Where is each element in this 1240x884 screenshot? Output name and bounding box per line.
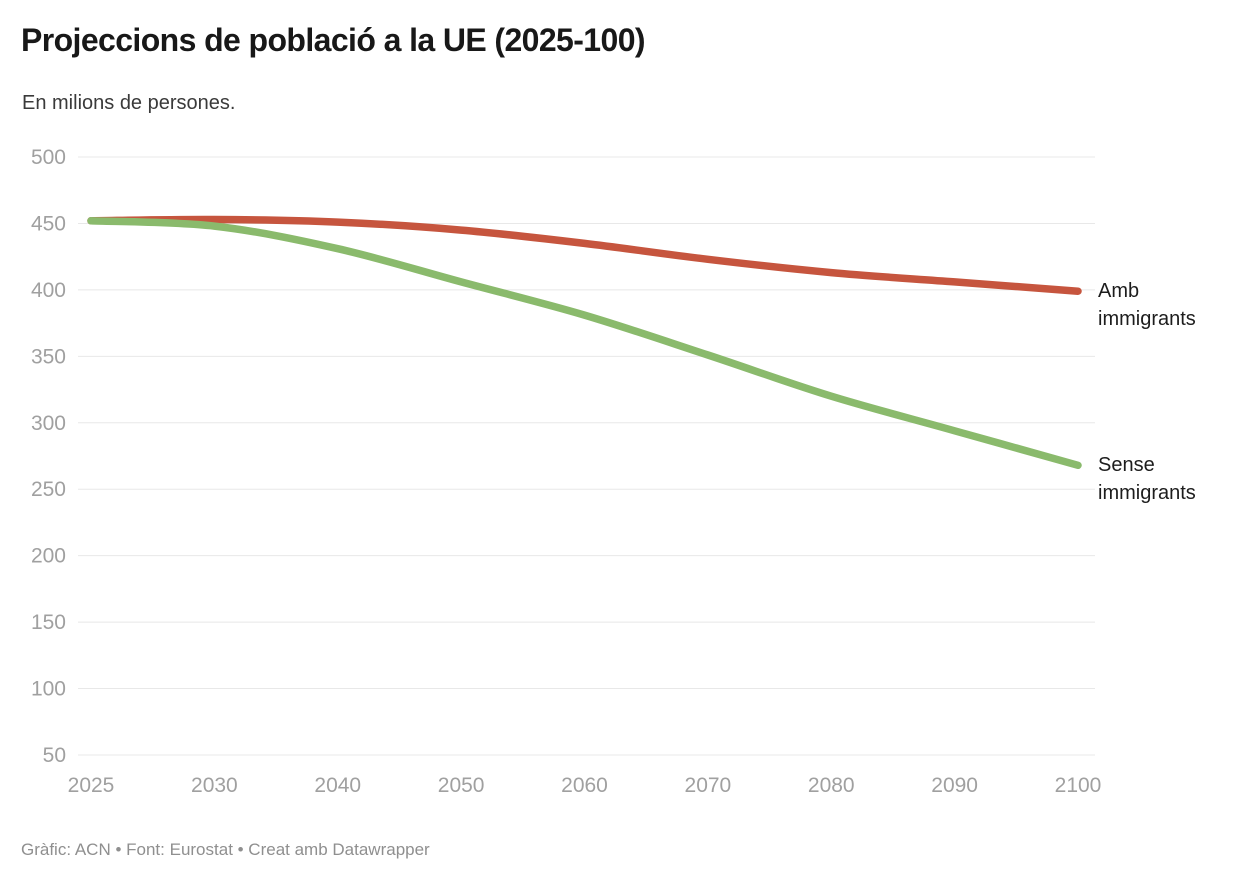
y-tick-label: 400 [31,279,66,302]
x-tick-label: 2090 [931,774,978,797]
x-tick-label: 2080 [808,774,855,797]
chart-subtitle: En milions de persones. [22,92,236,114]
x-tick-label: 2025 [68,774,115,797]
x-tick-label: 2050 [438,774,485,797]
x-tick-label: 2030 [191,774,238,797]
chart-title: Projeccions de població a la UE (2025-10… [21,22,646,58]
series-label-sense-immigrants: Sense immigrants [1098,454,1196,505]
y-tick-label: 150 [31,611,66,634]
y-tick-label: 250 [31,478,66,501]
line-chart: 50 100 150 200 250 300 350 400 450 500 2025 2030 204… [31,146,1102,797]
series-label-amb-immigrants: Amb immigrants [1098,280,1196,331]
y-tick-label: 100 [31,678,66,701]
series-line-0 [87,215,1082,295]
y-tick-label: 500 [31,146,66,169]
x-tick-label: 2070 [685,774,732,797]
series-line-1 [87,217,1082,470]
y-tick-label: 200 [31,545,66,568]
y-tick-label: 350 [31,345,66,368]
y-tick-label: 50 [43,744,66,767]
x-tick-label: 2100 [1055,774,1102,797]
attribution: Gràfic: ACN • Font: Eurostat • Creat amb… [21,840,430,859]
y-tick-label: 300 [31,412,66,435]
x-tick-label: 2040 [314,774,361,797]
y-tick-label: 450 [31,212,66,235]
x-tick-label: 2060 [561,774,608,797]
